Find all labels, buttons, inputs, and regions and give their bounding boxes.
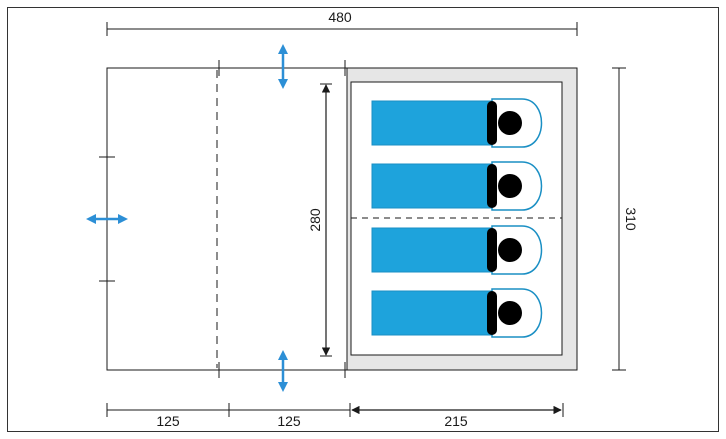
head xyxy=(498,238,522,262)
vestibule-2-width-label: 125 xyxy=(277,413,301,429)
vent-arrow-top-head-up xyxy=(278,44,288,54)
sleeping-person-icon xyxy=(371,225,543,275)
total-height-dimension: 310 xyxy=(612,67,639,371)
vent-arrow-left-head-right xyxy=(118,214,128,224)
sleepers-group xyxy=(371,98,543,338)
vent-arrow-bottom-head-up xyxy=(278,350,288,360)
sleeping-person-icon xyxy=(371,288,543,338)
vestibule-1-width-label: 125 xyxy=(156,413,180,429)
head xyxy=(498,111,522,135)
head xyxy=(498,301,522,325)
total-height-label: 310 xyxy=(623,207,639,231)
total-width-dimension: 480 xyxy=(106,9,578,36)
vent-arrow-icon xyxy=(86,214,128,224)
sleeping-pad xyxy=(371,290,499,336)
bottom-dimensions: 125 125 215 xyxy=(106,403,564,429)
sleeping-pad xyxy=(371,227,499,273)
sleeping-person-icon xyxy=(371,98,543,148)
sleeping-pad xyxy=(371,163,499,209)
vent-arrow-icon xyxy=(278,44,288,89)
inner-height-dimension: 280 xyxy=(307,83,332,357)
total-width-label: 480 xyxy=(328,9,352,25)
sleeping-pad xyxy=(371,100,499,146)
vent-arrow-left-head-left xyxy=(86,214,96,224)
vent-arrow-top-head-down xyxy=(278,79,288,89)
image-border xyxy=(7,7,719,432)
bedroom-width-label: 215 xyxy=(444,413,468,429)
shoulders xyxy=(487,164,497,208)
shoulders xyxy=(487,228,497,272)
vent-arrow-icon xyxy=(278,350,288,392)
inner-height-label: 280 xyxy=(307,208,323,232)
shoulders xyxy=(487,291,497,335)
head xyxy=(498,174,522,198)
vent-arrow-bottom-head-down xyxy=(278,382,288,392)
shoulders xyxy=(487,101,497,145)
sleeping-person-icon xyxy=(371,161,543,211)
